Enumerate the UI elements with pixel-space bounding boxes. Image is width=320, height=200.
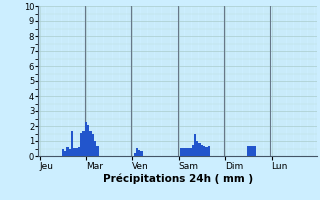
Bar [96, 146, 99, 156]
Bar [90, 131, 92, 156]
Bar [247, 146, 250, 156]
Bar [180, 148, 182, 156]
Bar [138, 150, 140, 156]
Bar [94, 141, 96, 156]
Bar [76, 148, 78, 156]
Bar [252, 146, 254, 156]
Bar [87, 125, 90, 156]
Bar [71, 131, 73, 156]
Bar [208, 146, 210, 156]
Bar [189, 148, 191, 156]
Bar [83, 130, 85, 156]
Bar [85, 121, 87, 156]
Bar [191, 145, 194, 156]
Bar [198, 143, 201, 156]
Bar [64, 151, 66, 156]
Bar [140, 151, 143, 156]
X-axis label: Précipitations 24h ( mm ): Précipitations 24h ( mm ) [102, 173, 253, 184]
Bar [250, 146, 252, 156]
Bar [182, 148, 185, 156]
Bar [187, 148, 189, 156]
Bar [78, 147, 80, 156]
Bar [68, 148, 71, 156]
Bar [62, 149, 64, 156]
Bar [201, 145, 203, 156]
Bar [73, 148, 76, 156]
Bar [196, 141, 198, 156]
Bar [133, 153, 136, 156]
Bar [205, 147, 208, 156]
Bar [194, 134, 196, 156]
Bar [254, 146, 257, 156]
Bar [136, 148, 138, 156]
Bar [66, 147, 68, 156]
Bar [80, 133, 83, 156]
Bar [185, 148, 187, 156]
Bar [203, 146, 205, 156]
Bar [92, 134, 94, 156]
